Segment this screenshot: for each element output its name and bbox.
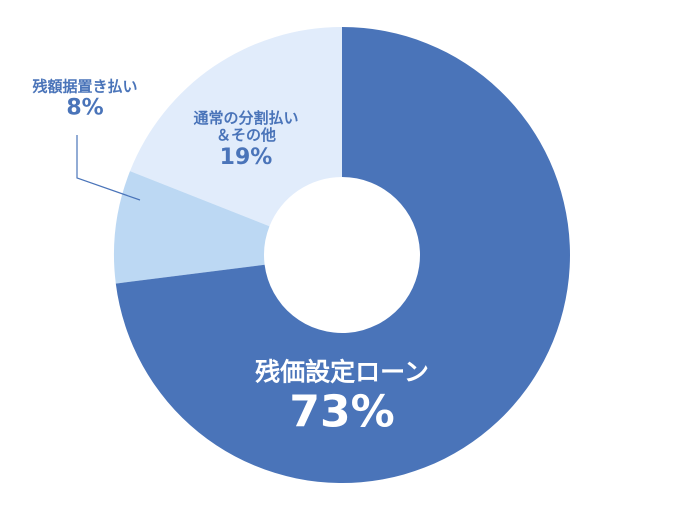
slice-label: 残価設定ローン 73% (255, 358, 429, 437)
category-label: 残額据置き払い (32, 77, 138, 96)
category-label: 通常の分割払い ＆その他 (193, 109, 299, 145)
donut-slice (114, 171, 270, 284)
category-label: 残価設定ローン (255, 357, 429, 387)
value-label: 73% (289, 386, 395, 438)
value-label: 8% (66, 95, 104, 121)
donut-slice (115, 27, 570, 483)
donut-slice (130, 27, 342, 227)
slice-label: 残額据置き払い 8% (32, 77, 138, 122)
leader-line (76, 135, 141, 201)
slice-label: 通常の分割払い ＆その他 19% (193, 110, 298, 170)
value-label: 19% (219, 144, 273, 170)
